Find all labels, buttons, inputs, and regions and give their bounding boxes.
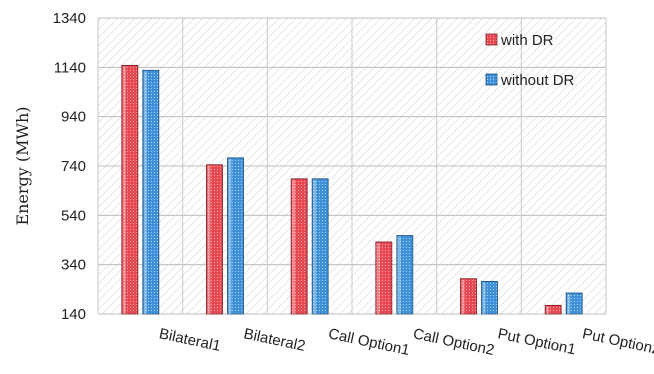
legend-swatch <box>485 73 498 86</box>
y-axis-label: Energy (MWh) <box>13 106 32 225</box>
bar-without-dr <box>142 69 160 315</box>
legend-item: with DR <box>485 32 554 49</box>
bar-with-dr <box>290 178 308 315</box>
gridlines <box>97 17 607 315</box>
y-tick-label: 1140 <box>54 59 86 76</box>
bar-without-dr <box>311 178 329 315</box>
bar-without-dr <box>227 157 244 315</box>
y-tick-label: 940 <box>61 109 86 126</box>
y-tick-label: 740 <box>61 158 86 175</box>
x-tick-label: Bilateral1 <box>158 325 223 355</box>
legend: with DR without DR <box>485 32 575 89</box>
y-tick-label: 540 <box>61 207 86 224</box>
legend-label: with DR <box>500 32 554 49</box>
y-tick-label: 1340 <box>53 10 86 27</box>
bars <box>121 64 583 315</box>
bar-with-dr <box>121 64 139 315</box>
y-tick-labels: 140 340 540 740 940 1140 1340 <box>53 10 86 323</box>
x-tick-labels: Bilateral1 Bilateral2 Call Option1 Call Opt… <box>158 325 654 359</box>
bar-with-dr <box>375 241 393 315</box>
x-tick-label: Put Option2 <box>581 325 654 358</box>
legend-item: without DR <box>485 72 575 89</box>
x-tick-label: Call Option2 <box>412 325 496 359</box>
bar-with-dr <box>544 304 562 315</box>
legend-label: without DR <box>500 72 575 89</box>
bar-with-dr <box>460 278 477 315</box>
bar-without-dr <box>481 281 498 315</box>
y-tick-label: 340 <box>61 257 86 274</box>
x-tick-label: Call Option1 <box>327 325 411 359</box>
legend-swatch <box>485 33 498 46</box>
x-tick-label: Bilateral2 <box>242 325 307 355</box>
bar-without-dr <box>565 292 583 315</box>
x-tick-label: Put Option1 <box>496 325 577 358</box>
bar-with-dr <box>206 164 223 315</box>
bar-without-dr <box>396 235 414 315</box>
y-tick-label: 140 <box>61 306 86 323</box>
